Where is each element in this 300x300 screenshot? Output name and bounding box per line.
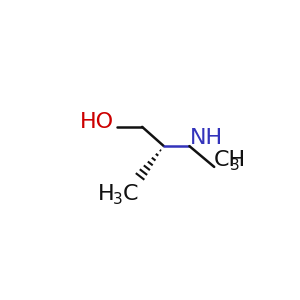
- Text: 3: 3: [113, 192, 122, 207]
- Text: C: C: [123, 184, 138, 204]
- Text: H: H: [98, 184, 115, 204]
- Text: 3: 3: [230, 158, 239, 173]
- Text: NH: NH: [189, 128, 223, 148]
- Text: HO: HO: [80, 112, 114, 132]
- Text: CH: CH: [214, 150, 246, 170]
